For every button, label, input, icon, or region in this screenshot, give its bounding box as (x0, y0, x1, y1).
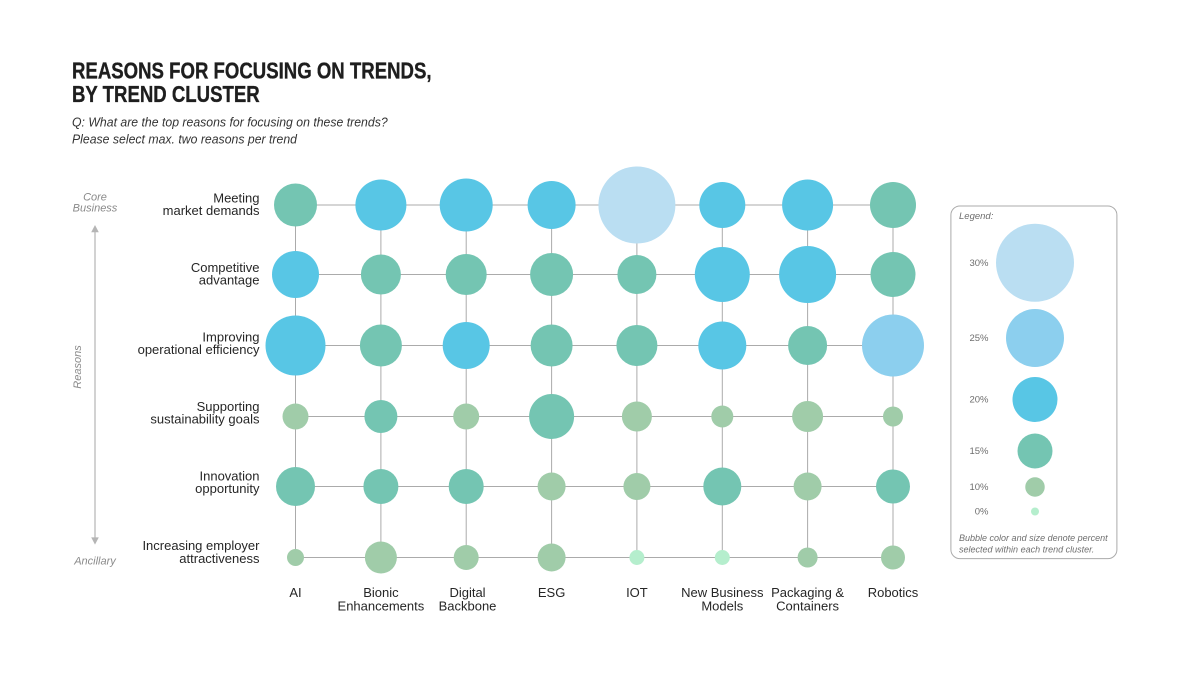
svg-text:Containers: Containers (776, 599, 839, 614)
svg-text:Packaging &: Packaging & (771, 585, 844, 600)
svg-text:REASONS FOR FOCUSING ON TRENDS: REASONS FOR FOCUSING ON TRENDS, (72, 59, 432, 84)
svg-text:Q: What are the top reasons fo: Q: What are the top reasons for focusing… (72, 114, 389, 130)
svg-text:BY TREND CLUSTER: BY TREND CLUSTER (72, 82, 260, 107)
svg-text:Innovation: Innovation (200, 469, 260, 484)
svg-text:Digital: Digital (449, 585, 485, 600)
svg-text:Enhancements: Enhancements (338, 599, 425, 614)
svg-text:20%: 20% (969, 395, 989, 406)
svg-text:market demands: market demands (163, 203, 260, 218)
svg-text:ESG: ESG (538, 585, 565, 600)
svg-text:advantage: advantage (199, 273, 260, 288)
svg-text:25%: 25% (969, 333, 989, 344)
svg-text:Please select max. two reasons: Please select max. two reasons per trend (72, 131, 298, 147)
svg-text:Ancillary: Ancillary (73, 556, 117, 568)
svg-text:Legend:: Legend: (959, 211, 994, 222)
svg-text:operational efficiency: operational efficiency (138, 342, 260, 357)
svg-text:Increasing employer: Increasing employer (142, 538, 260, 553)
svg-text:10%: 10% (969, 482, 989, 493)
svg-text:Robotics: Robotics (868, 585, 919, 600)
svg-text:30%: 30% (969, 258, 989, 269)
svg-text:Bubble color and size denote p: Bubble color and size denote percent (959, 533, 1108, 543)
svg-text:Bionic: Bionic (363, 585, 399, 600)
svg-text:Meeting: Meeting (213, 191, 259, 206)
svg-text:15%: 15% (969, 446, 989, 457)
svg-text:Models: Models (701, 599, 743, 614)
svg-text:selected within each trend clu: selected within each trend cluster. (959, 544, 1094, 554)
svg-text:AI: AI (289, 585, 301, 600)
svg-text:Reasons: Reasons (72, 345, 84, 389)
svg-text:0%: 0% (975, 507, 989, 518)
svg-text:IOT: IOT (626, 585, 648, 600)
svg-text:Backbone: Backbone (439, 599, 497, 614)
svg-text:Core: Core (83, 192, 107, 204)
svg-text:sustainability goals: sustainability goals (150, 412, 260, 427)
svg-text:attractiveness: attractiveness (179, 551, 260, 566)
svg-text:Business: Business (73, 203, 118, 215)
svg-text:Improving: Improving (202, 330, 259, 345)
svg-text:opportunity: opportunity (195, 481, 260, 496)
svg-text:New Business: New Business (681, 585, 764, 600)
svg-text:Competitive: Competitive (191, 260, 260, 275)
svg-text:Supporting: Supporting (197, 399, 260, 414)
